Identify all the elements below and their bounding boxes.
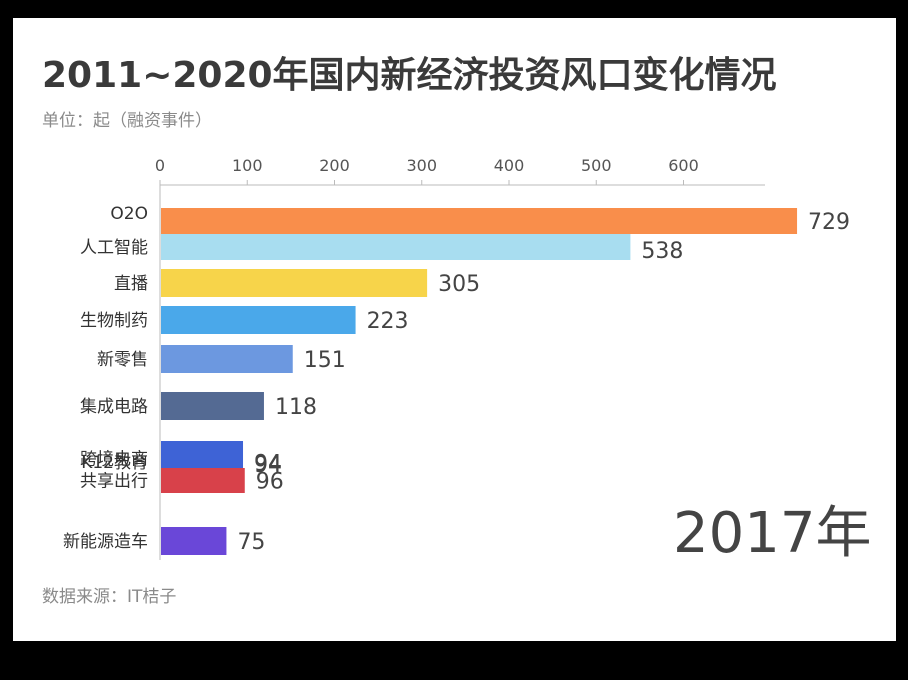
value-label: 223 (367, 309, 409, 334)
category-label: 直播 (114, 274, 148, 294)
value-label: 75 (237, 530, 265, 555)
x-tick-label: 400 (494, 156, 525, 175)
category-label: 新能源造车 (63, 532, 148, 552)
value-label: 96 (256, 470, 284, 495)
value-label: 729 (808, 210, 850, 235)
category-label: O2O (110, 204, 148, 224)
category-label: 集成电路 (80, 397, 148, 417)
bar (161, 392, 264, 420)
x-tick-label: 200 (319, 156, 350, 175)
chart-card: 2011~2020年国内新经济投资风口变化情况 单位：起（融资事件） 0 100 2… (13, 18, 896, 641)
bar (161, 468, 245, 493)
value-label: 118 (275, 395, 317, 420)
x-tick-label: 500 (581, 156, 612, 175)
x-tick-label: 100 (232, 156, 263, 175)
x-tick-label: 600 (668, 156, 699, 175)
bar (161, 345, 293, 373)
bar (161, 306, 356, 334)
bar (161, 441, 244, 468)
bar (161, 527, 227, 555)
value-label: 305 (438, 272, 480, 297)
category-label: 新零售 (97, 350, 148, 370)
year-label: 2017年 (673, 501, 872, 566)
x-tick-label: 0 (155, 156, 165, 175)
value-label: 94 (254, 453, 282, 478)
value-label: 151 (304, 348, 346, 373)
category-label: 跨境电商 (80, 450, 148, 470)
source-label: 数据来源：IT桔子 (42, 587, 177, 607)
bar-chart: 0 100 200 300 400 500 600 人工智能 538 O2O 729 直播 305 生物制… (63, 156, 850, 560)
unit-label: 单位：起（融资事件） (42, 111, 212, 131)
value-label: 538 (641, 239, 683, 264)
bar (161, 208, 798, 234)
value-label: 94 (254, 452, 282, 477)
chart-title: 2011~2020年国内新经济投资风口变化情况 (42, 55, 777, 96)
category-label: 生物制药 (80, 311, 148, 331)
category-label: K12教育 (81, 453, 148, 473)
category-label: 共享出行 (80, 472, 148, 492)
bar (161, 232, 631, 260)
bar (161, 269, 428, 297)
category-label: 人工智能 (80, 238, 148, 258)
x-tick-label: 300 (406, 156, 437, 175)
